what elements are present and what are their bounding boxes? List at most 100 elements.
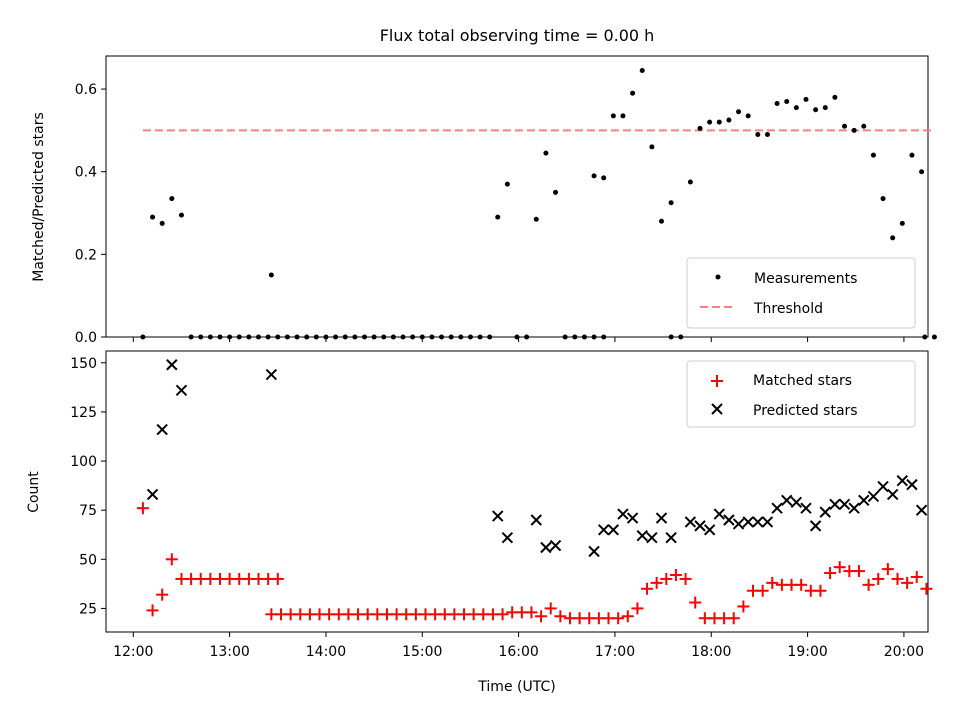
predicted-star-point	[156, 423, 168, 436]
measurement-point	[630, 90, 636, 96]
matched-star-point	[852, 565, 865, 578]
measurement-point	[188, 334, 194, 340]
measurement-point	[487, 334, 493, 340]
measurement-point	[668, 334, 674, 340]
bottom-y-tick-label: 50	[79, 552, 97, 568]
legend-predicted-label: Predicted stars	[753, 403, 858, 419]
predicted-star-point	[636, 530, 648, 542]
predicted-star-point	[867, 490, 880, 503]
measurement-point	[169, 196, 175, 202]
matched-star-point	[727, 612, 740, 625]
measurement-point	[601, 175, 607, 181]
x-tick-label: 14:00	[306, 644, 346, 660]
x-tick-label: 19:00	[787, 644, 827, 660]
measurement-point	[390, 334, 396, 340]
predicted-star-point	[607, 524, 620, 536]
measurement-point	[275, 334, 281, 340]
measurement-point	[880, 196, 886, 202]
predicted-star-point	[703, 524, 716, 536]
measurement-point	[178, 212, 184, 218]
measurement-point	[458, 334, 464, 340]
measurement-point	[668, 200, 674, 206]
measurement-point	[352, 334, 358, 340]
measurement-point	[610, 113, 616, 119]
predicted-star-point	[265, 368, 278, 381]
x-tick-label: 18:00	[691, 644, 731, 660]
measurement-point	[591, 173, 597, 179]
measurement-point	[268, 272, 274, 278]
predicted-star-point	[626, 512, 639, 524]
measurement-point	[803, 96, 809, 102]
matched-star-point	[544, 602, 557, 615]
matched-star-point	[554, 610, 567, 623]
predicted-star-point	[646, 531, 658, 544]
measurement-point	[477, 334, 483, 340]
measurement-point	[246, 334, 252, 340]
predicted-star-point	[713, 508, 725, 520]
top-y-tick-label: 0.6	[75, 82, 97, 98]
matched-star-point	[881, 563, 894, 576]
measurement-point	[861, 123, 867, 129]
bottom-y-tick-label: 100	[70, 454, 97, 470]
measurement-point	[784, 98, 790, 104]
bottom-y-ticks: 25 50 75 100 125 150	[70, 356, 106, 617]
measurement-point	[524, 334, 530, 340]
legend-threshold-label: Threshold	[753, 301, 823, 317]
matched-star-point	[641, 582, 654, 595]
matched-star-point	[156, 588, 169, 601]
top-y-tick-label: 0.4	[75, 165, 97, 181]
measurement-point	[687, 179, 693, 185]
matched-star-point	[660, 572, 673, 585]
measurement-point	[381, 334, 387, 340]
predicted-star-point	[906, 478, 918, 491]
measurement-point	[217, 334, 223, 340]
measurement-point	[601, 334, 607, 340]
measurement-point	[919, 169, 925, 175]
predicted-star-point	[858, 494, 870, 507]
predicted-star-point	[597, 524, 610, 536]
measurement-point	[697, 125, 703, 131]
measurement-point	[342, 334, 348, 340]
matched-star-point	[814, 584, 827, 597]
measurement-point	[514, 334, 520, 340]
predicted-star-point	[877, 480, 889, 493]
predicted-star-point	[752, 516, 764, 528]
top-x-ticks	[132, 337, 905, 342]
predicted-star-point	[848, 502, 860, 514]
measurement-point	[313, 334, 319, 340]
predicted-star-point	[175, 384, 188, 397]
measurement-point	[294, 334, 300, 340]
legend-matched-label: Matched stars	[753, 373, 852, 389]
predicted-star-point	[838, 498, 851, 510]
measurement-point	[371, 334, 377, 340]
matched-star-point	[669, 569, 682, 582]
measurement-point	[429, 334, 435, 340]
predicted-star-point	[492, 510, 504, 522]
legend-measurements-marker	[715, 274, 721, 280]
top-legend-box	[686, 257, 916, 329]
predicted-star-point	[549, 539, 562, 552]
measurement-point	[495, 214, 501, 220]
matched-star-point	[862, 578, 875, 591]
matched-star-point	[910, 570, 923, 583]
matched-star-point	[631, 602, 644, 615]
measurement-point	[150, 214, 156, 220]
x-axis-label: Time (UTC)	[477, 679, 555, 695]
predicted-star-point	[501, 531, 514, 544]
measurement-point	[922, 334, 928, 340]
matched-star-point	[901, 576, 914, 589]
measurement-point	[899, 220, 905, 226]
measurement-point	[822, 105, 828, 111]
matched-star-point	[689, 596, 702, 609]
top-y-tick-label: 0.0	[75, 330, 97, 346]
measurement-point	[439, 334, 445, 340]
x-tick-label: 13:00	[209, 644, 249, 660]
measurement-point	[813, 107, 819, 113]
x-tick-label: 17:00	[595, 644, 635, 660]
predicted-star-point	[166, 359, 178, 371]
measurement-point	[764, 132, 770, 138]
measurement-point	[410, 334, 416, 340]
matched-star-point	[872, 572, 885, 585]
predicted-star-point	[809, 520, 822, 532]
measurement-point	[159, 220, 165, 226]
